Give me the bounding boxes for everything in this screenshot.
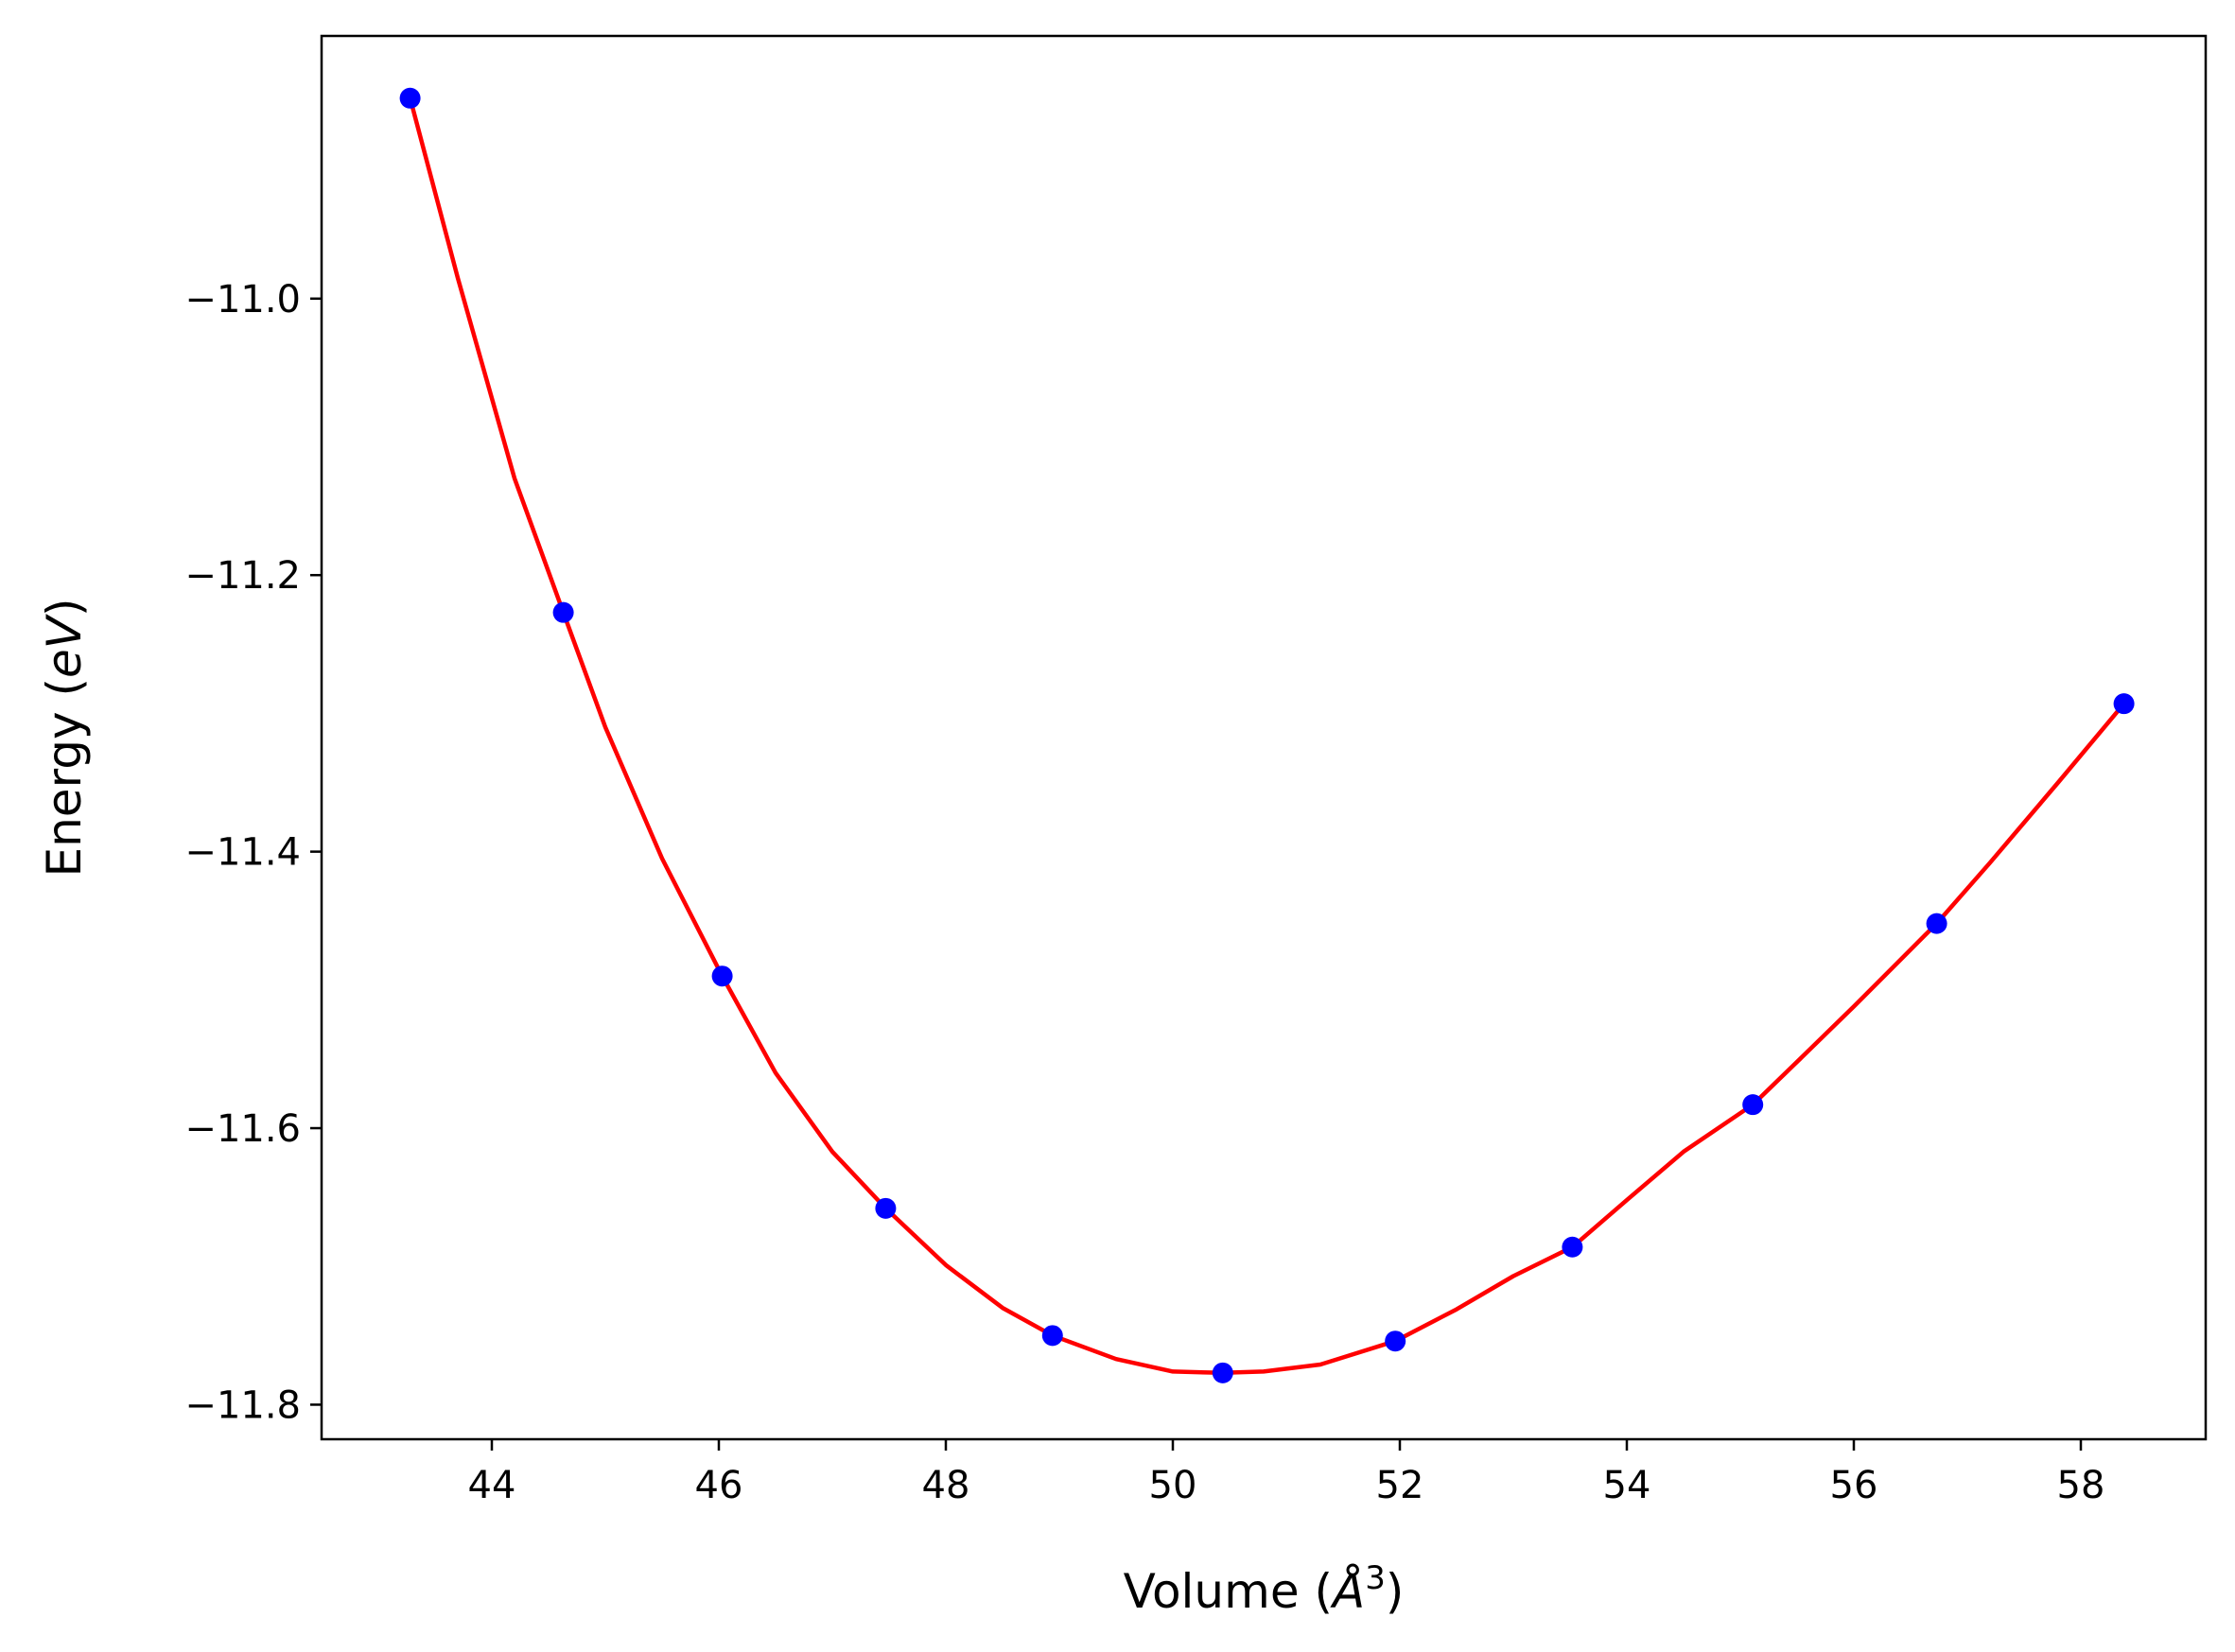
y-axis-ticks: −11.8 −11.6 −11.4 −11.2 −11.0 [184, 278, 322, 1427]
y-axis-unit: eV [37, 613, 92, 678]
data-point [1385, 1330, 1406, 1352]
x-tick-label: 52 [1376, 1464, 1424, 1507]
plot-area-frame [320, 34, 2208, 1441]
data-point [1041, 1325, 1063, 1347]
x-tick-label: 44 [468, 1464, 516, 1507]
data-point [1926, 913, 1947, 934]
y-tick-label: −11.6 [184, 1107, 301, 1151]
data-point [711, 965, 733, 987]
x-tick-label: 48 [922, 1464, 970, 1507]
x-axis-unit-letter: Å [1330, 1564, 1365, 1619]
x-tick-label: 46 [695, 1464, 743, 1507]
data-point [875, 1197, 897, 1219]
x-tick-label: 58 [2057, 1464, 2105, 1507]
y-tick-label: −11.8 [184, 1383, 301, 1427]
x-tick-label: 54 [1603, 1464, 1651, 1507]
data-point [1212, 1362, 1233, 1383]
y-tick-label: −11.4 [184, 831, 301, 875]
x-axis-label: Volume (Å3) [1124, 1559, 1405, 1619]
data-points-layer [399, 87, 2135, 1383]
x-axis-ticks: 44 46 48 50 52 54 56 58 [468, 1439, 2105, 1507]
x-tick-label: 50 [1149, 1464, 1197, 1507]
data-point [2113, 693, 2135, 715]
y-tick-label: −11.2 [184, 554, 301, 598]
data-point [399, 87, 421, 109]
data-point [1562, 1236, 1583, 1258]
y-axis-label: Energy (eV) [37, 599, 92, 878]
x-tick-label: 56 [1830, 1464, 1878, 1507]
data-point [552, 601, 574, 623]
x-axis-unit-power: 3 [1365, 1559, 1386, 1597]
y-tick-label: −11.0 [184, 278, 301, 322]
data-point [1742, 1094, 1764, 1116]
